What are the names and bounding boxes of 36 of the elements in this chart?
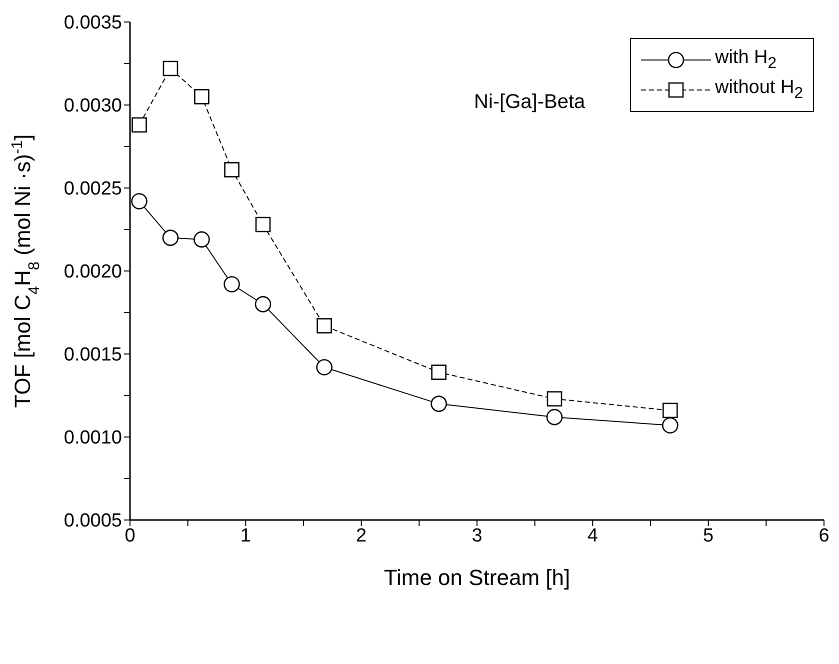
x-tick-label: 4 (587, 525, 598, 546)
point (131, 193, 148, 210)
y-tick-label: 0.0035 (64, 12, 122, 34)
legend-label: with H$_{2}$ (714, 47, 777, 72)
point (224, 276, 240, 292)
x-tick-label: 5 (703, 525, 714, 546)
y-tick-label: 0.0015 (64, 344, 122, 366)
y-tick-label: 0.0020 (64, 262, 122, 283)
point (255, 216, 271, 232)
point (194, 89, 210, 104)
point (316, 359, 332, 376)
y-tick-label: 0.0030 (64, 96, 122, 117)
point (431, 364, 446, 380)
y-tick-label: 0.0010 (64, 428, 122, 449)
point (162, 60, 178, 76)
point (546, 408, 563, 426)
y-tick-label: 0.0025 (64, 178, 122, 200)
x-tick-label: 0 (124, 525, 136, 546)
point (194, 231, 210, 248)
point (132, 117, 147, 133)
x-tick-label: 6 (818, 525, 830, 546)
point (162, 230, 179, 246)
legend-label: without H$_{2}$ (714, 77, 803, 102)
point (316, 318, 332, 334)
point (254, 296, 272, 312)
point (224, 162, 240, 178)
annotation: Ni-[Ga]-Beta (474, 91, 586, 114)
x-tick-label: 2 (356, 525, 367, 546)
point (662, 402, 678, 418)
point (546, 391, 562, 406)
y-tick-label: 0.0005 (64, 510, 122, 532)
point (430, 396, 447, 412)
point (662, 417, 678, 434)
x-tick-label: 1 (240, 525, 251, 546)
x-tick-label: 3 (472, 525, 482, 546)
x-axis-title: Time on Stream [h] (384, 565, 570, 590)
